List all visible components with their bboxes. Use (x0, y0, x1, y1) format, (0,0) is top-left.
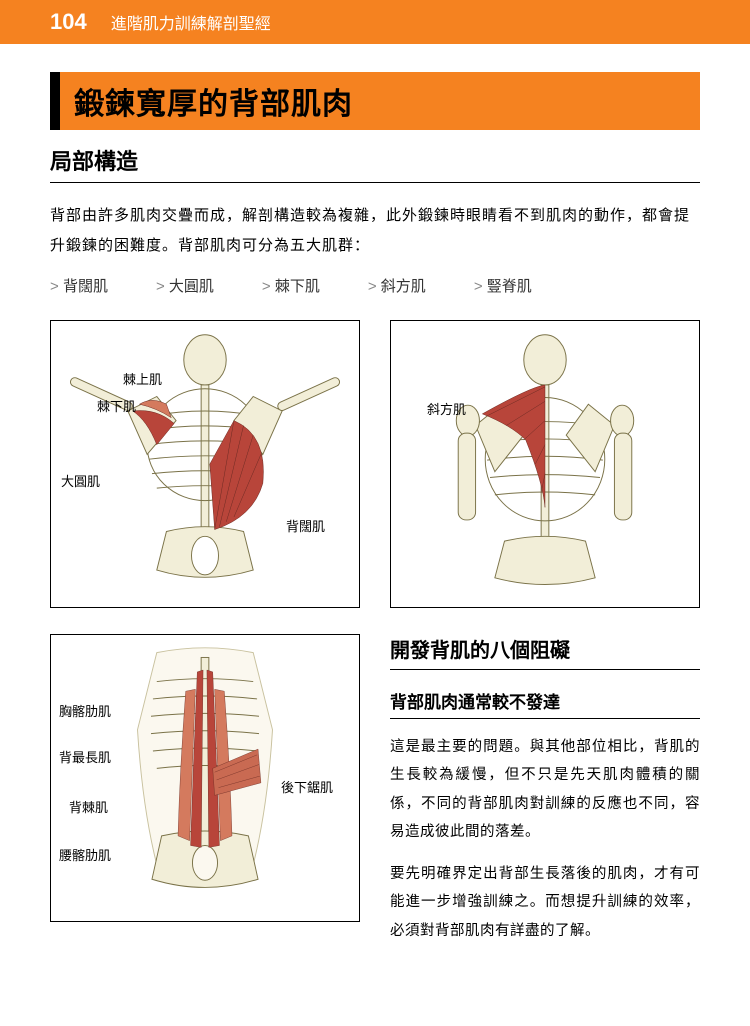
book-title: 進階肌力訓練解剖聖經 (111, 10, 271, 34)
sub-heading: 局部構造 (50, 144, 700, 183)
anatomy-figure-2: 斜方肌 (390, 320, 700, 608)
anatomy-label: 斜方肌 (427, 399, 466, 418)
section-heading: 開發背肌的八個阻礙 (390, 634, 700, 670)
sub-section-heading: 背部肌肉通常較不發達 (390, 688, 700, 719)
muscle-group-list: 背闊肌 大圓肌 棘下肌 斜方肌 豎脊肌 (50, 275, 700, 296)
muscle-item: 斜方肌 (368, 275, 426, 296)
header-bar: 104 進階肌力訓練解剖聖經 (0, 0, 750, 44)
anatomy-label: 背闊肌 (286, 516, 325, 535)
main-heading: 鍛鍊寬厚的背部肌肉 (74, 79, 686, 123)
anatomy-label: 後下鋸肌 (281, 777, 333, 796)
muscle-item: 棘下肌 (262, 275, 320, 296)
anatomy-label: 棘上肌 (123, 369, 162, 388)
right-text-column: 開發背肌的八個阻礙 背部肌肉通常較不發達 這是最主要的問題。與其他部位相比，背肌… (390, 634, 700, 959)
anatomy-figure-1: 棘上肌 棘下肌 大圓肌 背闊肌 (50, 320, 360, 608)
anatomy-label: 腰髂肋肌 (59, 845, 111, 864)
anatomy-label: 大圓肌 (61, 471, 100, 490)
anatomy-label: 胸髂肋肌 (59, 701, 111, 720)
anatomy-label: 背最長肌 (59, 747, 111, 766)
page-number: 104 (50, 9, 87, 35)
muscle-item: 大圓肌 (156, 275, 214, 296)
muscle-item: 豎脊肌 (474, 275, 532, 296)
body-paragraph: 這是最主要的問題。與其他部位相比，背肌的生長較為緩慢，但不只是先天肌肉體積的關係… (390, 733, 700, 846)
figures-row-top: 棘上肌 棘下肌 大圓肌 背闊肌 (50, 320, 700, 608)
muscle-item: 背闊肌 (50, 275, 108, 296)
intro-paragraph: 背部由許多肌肉交疊而成，解剖構造較為複雜，此外鍛鍊時眼睛看不到肌肉的動作，都會提… (50, 201, 700, 261)
anatomy-figure-3: 胸髂肋肌 背最長肌 背棘肌 腰髂肋肌 後下鋸肌 (50, 634, 360, 922)
anatomy-label: 棘下肌 (97, 396, 136, 415)
anatomy-label: 背棘肌 (69, 797, 108, 816)
main-heading-box: 鍛鍊寬厚的背部肌肉 (50, 72, 700, 130)
bottom-row: 胸髂肋肌 背最長肌 背棘肌 腰髂肋肌 後下鋸肌 開發背肌的八個阻礙 背部肌肉通常… (50, 634, 700, 959)
page-content: 鍛鍊寬厚的背部肌肉 局部構造 背部由許多肌肉交疊而成，解剖構造較為複雜，此外鍛鍊… (0, 44, 750, 959)
body-paragraph: 要先明確界定出背部生長落後的肌肉，才有可能進一步增強訓練之。而想提升訓練的效率，… (390, 860, 700, 945)
